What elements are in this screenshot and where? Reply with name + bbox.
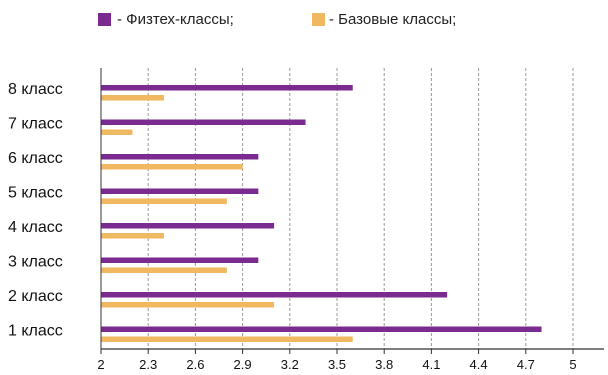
bar-bazovye xyxy=(101,336,353,342)
legend-label-fiztekh: - Физтех-классы; xyxy=(117,11,234,28)
bar-fiztekh xyxy=(101,119,306,125)
bar-bazovye xyxy=(101,164,243,170)
x-tick-label: 4.7 xyxy=(517,357,535,372)
bar-bazovye xyxy=(101,302,275,308)
bars xyxy=(101,85,542,342)
x-tick-label: 3.2 xyxy=(281,357,299,372)
legend: - Физтех-классы; - Базовые классы; xyxy=(98,11,456,28)
grid xyxy=(147,68,574,349)
x-tick-label: 2.3 xyxy=(139,357,157,372)
bar-bazovye xyxy=(101,129,133,135)
x-tick-label: 2.6 xyxy=(186,357,204,372)
bar-fiztekh xyxy=(101,188,259,194)
bar-bazovye xyxy=(101,95,164,101)
legend-swatch-bazovye xyxy=(312,13,325,26)
axes xyxy=(100,68,604,354)
category-label: 5 класс xyxy=(8,185,63,202)
x-tick-label: 4.4 xyxy=(470,357,488,372)
legend-swatch-fiztekh xyxy=(98,13,111,26)
legend-label-bazovye: - Базовые классы; xyxy=(329,11,456,28)
x-tick-label: 3.5 xyxy=(328,357,346,372)
x-tick-label: 2.9 xyxy=(234,357,252,372)
bar-bazovye xyxy=(101,233,164,239)
bar-bazovye xyxy=(101,267,227,273)
x-tick-label: 2 xyxy=(97,357,104,372)
x-tick-label: 3.8 xyxy=(375,357,393,372)
bar-bazovye xyxy=(101,198,227,204)
tick-labels: 2 2.3 2.6 2.9 3.2 3.5 3.8 4.1 4.4 4.7 5 xyxy=(97,357,576,372)
bar-fiztekh xyxy=(101,85,353,91)
category-label: 2 класс xyxy=(8,288,63,305)
bar-fiztekh xyxy=(101,223,275,229)
bar-fiztekh xyxy=(101,257,259,263)
category-label: 1 класс xyxy=(8,323,63,340)
x-tick-label: 5 xyxy=(569,357,576,372)
category-label: 3 класс xyxy=(8,254,63,271)
category-label: 7 класс xyxy=(8,116,63,133)
x-tick-label: 4.1 xyxy=(422,357,440,372)
bar-fiztekh xyxy=(101,326,542,332)
bar-fiztekh xyxy=(101,292,448,298)
bar-fiztekh xyxy=(101,154,259,160)
category-label: 4 класс xyxy=(8,219,63,236)
category-labels: 8 класс 7 класс 6 класс 5 класс 4 класс 3 кла… xyxy=(8,81,63,340)
category-label: 8 класс xyxy=(8,81,63,98)
category-label: 6 класс xyxy=(8,150,63,167)
